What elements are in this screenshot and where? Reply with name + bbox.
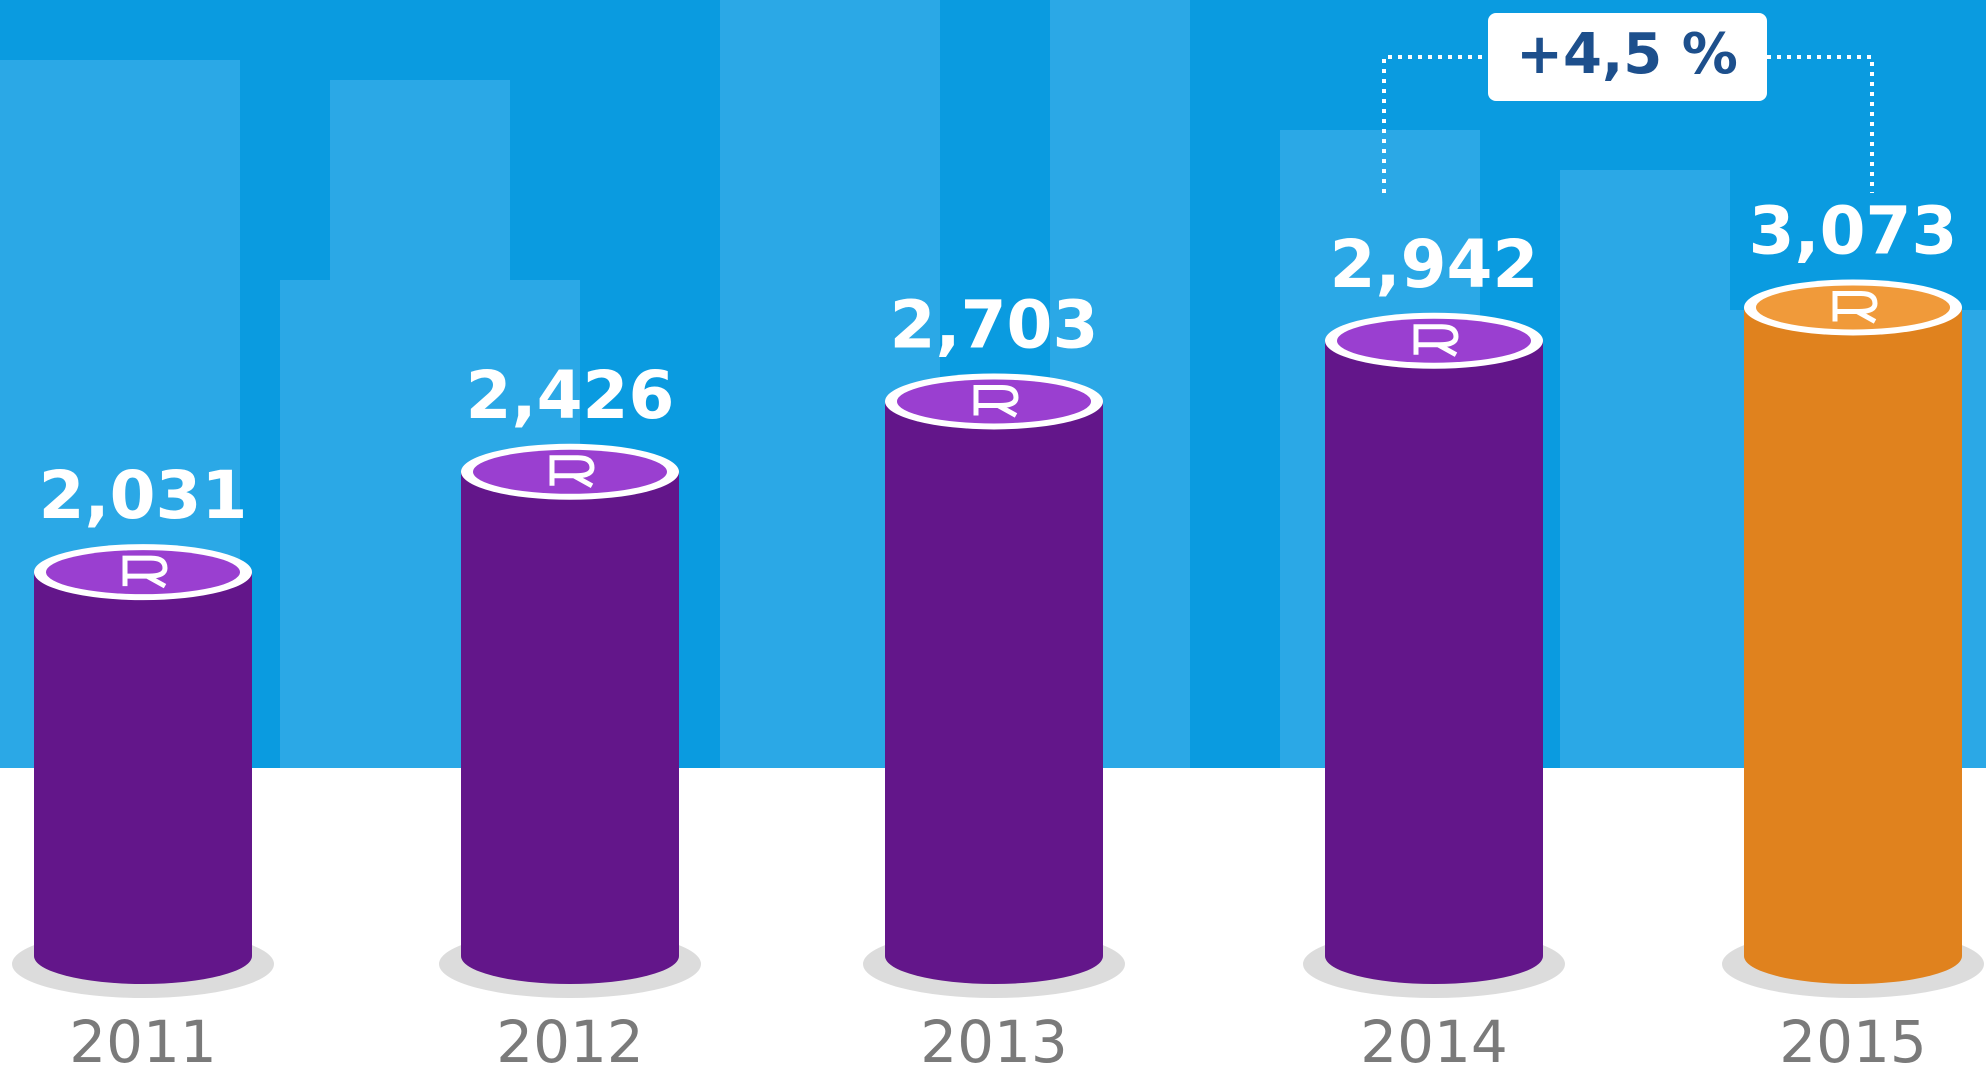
x-tick-label: 2012 — [496, 1008, 644, 1076]
value-label: 2,942 — [1330, 226, 1539, 303]
bar — [885, 401, 1103, 956]
bar — [1325, 341, 1543, 956]
bar — [1744, 307, 1962, 956]
bar — [461, 472, 679, 956]
x-tick-label: 2014 — [1360, 1008, 1508, 1076]
value-label: 2,426 — [466, 357, 675, 434]
chart: +4,5 % 2,031 2011 2,426 2012 2,703 2013 2,942 2… — [0, 0, 1986, 1084]
value-label: 2,703 — [890, 287, 1099, 364]
x-tick-label: 2011 — [69, 1008, 217, 1076]
annotation: +4,5 % — [1516, 22, 1738, 87]
x-tick-label: 2015 — [1779, 1008, 1927, 1076]
page: {"chart_data": {"type": "bar", "categori… — [0, 0, 1986, 1084]
bar — [34, 572, 252, 956]
value-label: 3,073 — [1749, 193, 1958, 270]
x-tick-label: 2013 — [920, 1008, 1068, 1076]
value-label: 2,031 — [39, 457, 248, 534]
